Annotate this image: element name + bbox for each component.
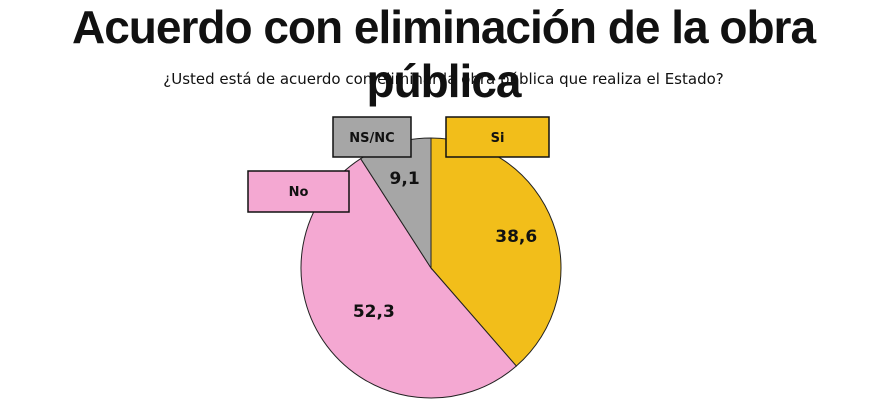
chart-title: Acuerdo con eliminación de la obra públi… [71, 1, 816, 107]
legend-label-no: No [289, 185, 309, 200]
slice-value-si: 38,6 [495, 227, 537, 247]
legend-box-no [247, 170, 350, 213]
chart-subtitle: ¿Usted está de acuerdo con eliminar la o… [163, 70, 724, 88]
slice-value-no: 52,3 [353, 302, 395, 322]
legend-box-nsnc [332, 116, 412, 158]
legend-item-nsnc: NS/NC [332, 116, 412, 158]
legend-label-nsnc: NS/NC [349, 131, 394, 146]
legend-label-si: Si [491, 131, 505, 146]
legend-item-si: Si [445, 116, 550, 158]
legend-box-si [445, 116, 550, 158]
slice-value-nsnc: 9,1 [390, 169, 420, 189]
legend-item-no: No [247, 170, 350, 213]
